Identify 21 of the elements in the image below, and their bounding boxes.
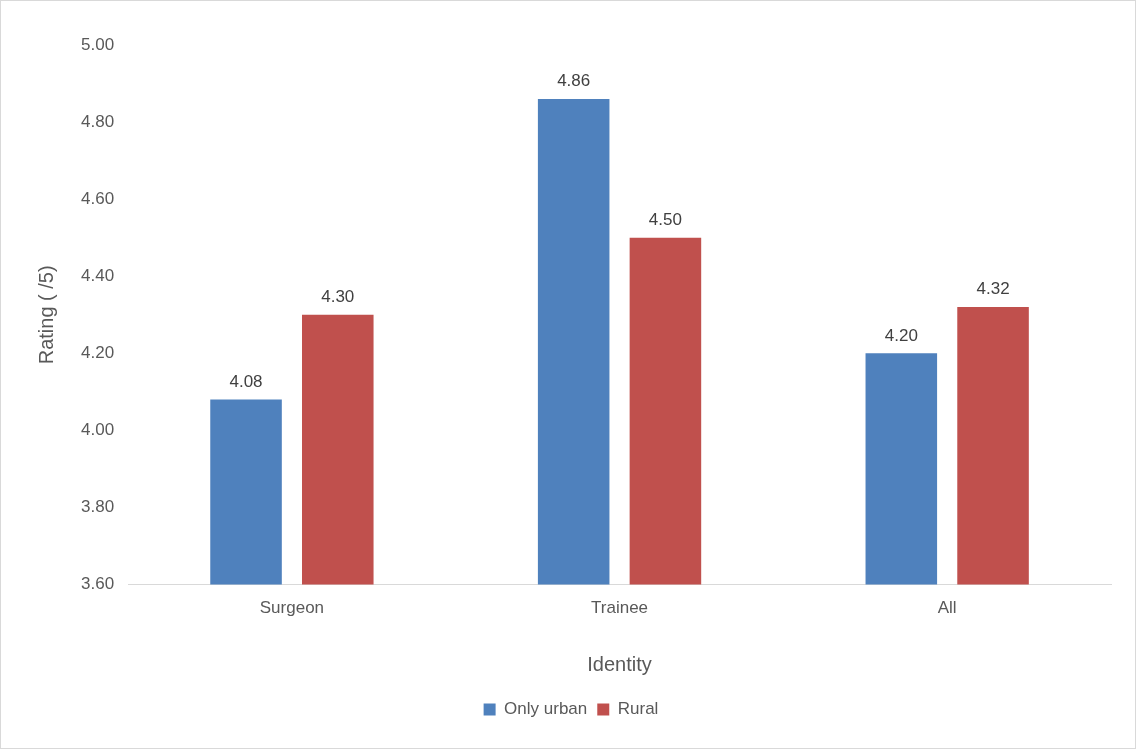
y-axis-title: Rating ( /5) (34, 265, 57, 365)
y-tick-label: 4.00 (80, 420, 115, 440)
y-tick-label: 5.00 (80, 34, 115, 54)
data-label: 4.30 (321, 286, 355, 306)
x-tick-label: Surgeon (259, 598, 325, 618)
y-tick-label: 3.80 (80, 497, 115, 517)
y-tick-label: 3.60 (80, 574, 115, 594)
y-tick-label: 4.80 (80, 111, 115, 131)
legend-label: Rural (617, 699, 659, 719)
legend-label: Only urban (504, 699, 588, 719)
y-tick-label: 4.60 (80, 188, 115, 208)
x-axis-title: Identity (587, 652, 652, 675)
data-label: 4.50 (648, 209, 682, 229)
x-tick-label: Trainee (591, 598, 649, 618)
x-tick-label: All (937, 598, 957, 618)
data-label: 4.08 (229, 371, 263, 391)
data-label: 4.20 (884, 325, 918, 345)
data-label: 4.32 (976, 279, 1010, 299)
y-tick-label: 4.20 (80, 343, 115, 363)
y-tick-label: 4.40 (80, 265, 115, 285)
data-label: 4.86 (557, 71, 591, 91)
